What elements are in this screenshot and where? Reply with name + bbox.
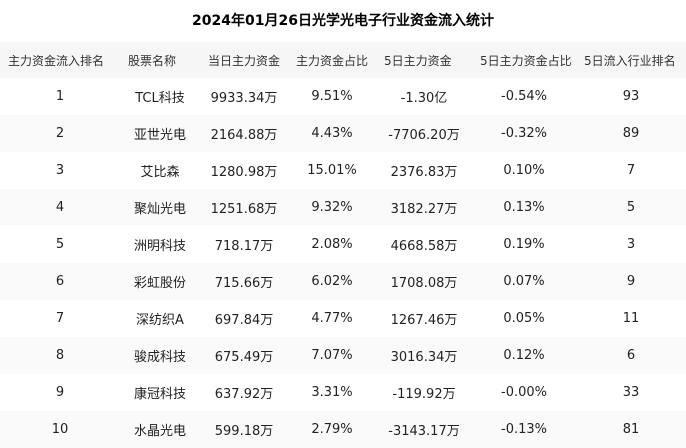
- table-cell: 9: [0, 374, 120, 411]
- table-cell: 715.66万: [200, 263, 288, 300]
- capital-inflow-table: 主力资金流入排名 股票名称 当日主力资金 主力资金占比 5日主力资金 5日主力资金占比 5日…: [0, 42, 686, 448]
- table-cell: 9.51%: [288, 78, 376, 115]
- table-cell: 1280.98万: [200, 152, 288, 189]
- table-row: 7 深纺织A 697.84万 4.77% 1267.46万 0.05% 11: [0, 300, 686, 337]
- table-cell: 艾比森: [120, 152, 200, 189]
- header-cell: 主力资金占比: [288, 42, 376, 78]
- table-cell: 9.32%: [288, 189, 376, 226]
- table-cell: 3: [576, 226, 686, 263]
- table-cell: 洲明科技: [120, 226, 200, 263]
- table-cell: 2.08%: [288, 226, 376, 263]
- header-cell: 5日主力资金: [376, 42, 472, 78]
- table-cell: 0.19%: [472, 226, 576, 263]
- table-cell: 2164.88万: [200, 115, 288, 152]
- table-row: 4 聚灿光电 1251.68万 9.32% 3182.27万 0.13% 5: [0, 189, 686, 226]
- table-cell: 6.02%: [288, 263, 376, 300]
- header-cell: 主力资金流入排名: [0, 42, 120, 78]
- table-cell: -3143.17万: [376, 411, 472, 448]
- table-cell: 15.01%: [288, 152, 376, 189]
- table-cell: 0.10%: [472, 152, 576, 189]
- table-cell: 33: [576, 374, 686, 411]
- table-cell: -119.92万: [376, 374, 472, 411]
- table-cell: 0.12%: [472, 337, 576, 374]
- table-cell: 6: [0, 263, 120, 300]
- table-cell: 675.49万: [200, 337, 288, 374]
- table-cell: 4.43%: [288, 115, 376, 152]
- table-cell: 9933.34万: [200, 78, 288, 115]
- table-cell: 1267.46万: [376, 300, 472, 337]
- table-cell: 1708.08万: [376, 263, 472, 300]
- table-cell: 亚世光电: [120, 115, 200, 152]
- table-cell: -0.00%: [472, 374, 576, 411]
- table-cell: 718.17万: [200, 226, 288, 263]
- table-cell: 10: [0, 411, 120, 448]
- header-cell: 股票名称: [120, 42, 200, 78]
- table-cell: 0.13%: [472, 189, 576, 226]
- table-cell: 7: [0, 300, 120, 337]
- header-cell: 5日主力资金占比: [472, 42, 576, 78]
- table-cell: 9: [576, 263, 686, 300]
- table-cell: 骏成科技: [120, 337, 200, 374]
- table-cell: 水晶光电: [120, 411, 200, 448]
- table-cell: 3182.27万: [376, 189, 472, 226]
- table-cell: -0.54%: [472, 78, 576, 115]
- table-cell: 637.92万: [200, 374, 288, 411]
- table-row: 1 TCL科技 9933.34万 9.51% -1.30亿 -0.54% 93: [0, 78, 686, 115]
- table-cell: 7: [576, 152, 686, 189]
- table-row: 9 康冠科技 637.92万 3.31% -119.92万 -0.00% 33: [0, 374, 686, 411]
- table-cell: 89: [576, 115, 686, 152]
- table-cell: 康冠科技: [120, 374, 200, 411]
- table-row: 10 水晶光电 599.18万 2.79% -3143.17万 -0.13% 81: [0, 411, 686, 448]
- table-cell: 0.07%: [472, 263, 576, 300]
- table-cell: 4.77%: [288, 300, 376, 337]
- table-cell: 深纺织A: [120, 300, 200, 337]
- table-cell: -0.13%: [472, 411, 576, 448]
- header-cell: 当日主力资金: [200, 42, 288, 78]
- table-cell: 3.31%: [288, 374, 376, 411]
- table-cell: 4: [0, 189, 120, 226]
- table-cell: -1.30亿: [376, 78, 472, 115]
- table-cell: -0.32%: [472, 115, 576, 152]
- table-cell: TCL科技: [120, 78, 200, 115]
- table-cell: 5: [0, 226, 120, 263]
- table-cell: 697.84万: [200, 300, 288, 337]
- table-cell: 2: [0, 115, 120, 152]
- table-cell: 3016.34万: [376, 337, 472, 374]
- table-cell: 2.79%: [288, 411, 376, 448]
- table-cell: 81: [576, 411, 686, 448]
- table-cell: 93: [576, 78, 686, 115]
- table-row: 3 艾比森 1280.98万 15.01% 2376.83万 0.10% 7: [0, 152, 686, 189]
- table-row: 2 亚世光电 2164.88万 4.43% -7706.20万 -0.32% 89: [0, 115, 686, 152]
- table-cell: 6: [576, 337, 686, 374]
- table-cell: 2376.83万: [376, 152, 472, 189]
- table-cell: 8: [0, 337, 120, 374]
- table-cell: 7.07%: [288, 337, 376, 374]
- table-header-row: 主力资金流入排名 股票名称 当日主力资金 主力资金占比 5日主力资金 5日主力资金占比 5日…: [0, 42, 686, 78]
- page-title: 2024年01月26日光学光电子行业资金流入统计: [192, 13, 494, 29]
- table-cell: 聚灿光电: [120, 189, 200, 226]
- table-cell: 3: [0, 152, 120, 189]
- table-cell: 0.05%: [472, 300, 576, 337]
- table-cell: 11: [576, 300, 686, 337]
- table-cell: 5: [576, 189, 686, 226]
- table-cell: 599.18万: [200, 411, 288, 448]
- table-cell: 彩虹股份: [120, 263, 200, 300]
- table-row: 5 洲明科技 718.17万 2.08% 4668.58万 0.19% 3: [0, 226, 686, 263]
- header-cell: 5日流入行业排名: [576, 42, 686, 78]
- table-cell: -7706.20万: [376, 115, 472, 152]
- table-cell: 1: [0, 78, 120, 115]
- table-row: 8 骏成科技 675.49万 7.07% 3016.34万 0.12% 6: [0, 337, 686, 374]
- table-cell: 1251.68万: [200, 189, 288, 226]
- table-row: 6 彩虹股份 715.66万 6.02% 1708.08万 0.07% 9: [0, 263, 686, 300]
- table-cell: 4668.58万: [376, 226, 472, 263]
